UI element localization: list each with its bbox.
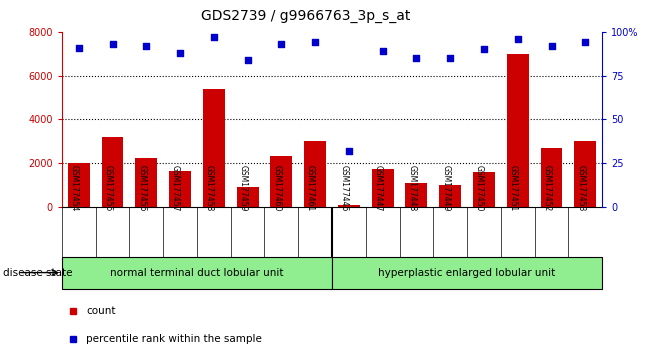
Bar (540, 148, 562, 207)
Bar (473, 172, 495, 207)
Bar (270, 156, 292, 207)
Point (242, 57, 253, 63)
Text: GSM177454: GSM177454 (70, 165, 79, 211)
Point (208, 34, 219, 40)
Text: GSM177458: GSM177458 (205, 165, 214, 211)
Bar (372, 169, 394, 207)
Text: GDS2739 / g9966763_3p_s_at: GDS2739 / g9966763_3p_s_at (201, 9, 411, 23)
Text: GSM177456: GSM177456 (137, 165, 146, 211)
Text: GSM177447: GSM177447 (374, 165, 383, 211)
Point (512, 36, 523, 42)
Point (580, 40, 590, 45)
Point (310, 40, 320, 45)
Bar (574, 141, 596, 207)
Text: GSM177453: GSM177453 (576, 165, 585, 211)
Bar (506, 54, 529, 207)
Text: hyperplastic enlarged lobular unit: hyperplastic enlarged lobular unit (378, 268, 556, 278)
Bar (332, 257, 602, 289)
Point (378, 48, 388, 54)
Text: GSM177461: GSM177461 (306, 165, 315, 211)
Bar (68, 163, 90, 207)
Point (445, 55, 456, 61)
Bar (62, 257, 332, 289)
Text: percentile rank within the sample: percentile rank within the sample (86, 334, 262, 344)
Text: GSM177460: GSM177460 (272, 165, 281, 211)
Point (276, 41, 286, 47)
Text: GSM177449: GSM177449 (441, 165, 450, 211)
Bar (169, 171, 191, 207)
Point (107, 41, 118, 47)
Bar (102, 137, 124, 207)
Text: GSM177451: GSM177451 (508, 165, 518, 211)
Bar (406, 183, 428, 207)
Text: GSM177459: GSM177459 (238, 165, 247, 211)
Bar (236, 187, 258, 207)
Text: GSM177452: GSM177452 (542, 165, 551, 211)
Text: GSM177457: GSM177457 (171, 165, 180, 211)
Bar (135, 158, 158, 207)
Text: count: count (86, 306, 116, 316)
Point (546, 43, 557, 49)
Text: GSM177446: GSM177446 (340, 165, 349, 211)
Bar (439, 185, 461, 207)
Text: GSM177455: GSM177455 (104, 165, 113, 211)
Text: normal terminal duct lobular unit: normal terminal duct lobular unit (110, 268, 284, 278)
Text: GSM177448: GSM177448 (408, 165, 417, 211)
Point (175, 50, 186, 56)
Point (478, 47, 489, 52)
Bar (304, 141, 326, 207)
Bar (203, 89, 225, 207)
Bar (338, 205, 360, 207)
Text: GSM177450: GSM177450 (475, 165, 484, 211)
Point (344, 148, 354, 154)
Point (141, 43, 152, 49)
Text: disease state: disease state (3, 268, 73, 278)
Point (74, 45, 84, 51)
Point (411, 55, 422, 61)
